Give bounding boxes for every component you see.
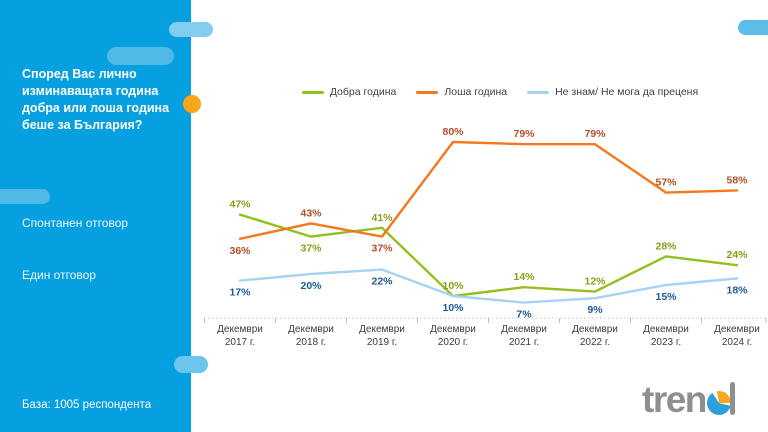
x-tick-label: 2021 г.: [509, 337, 539, 348]
x-tick-label: Декември: [501, 324, 547, 335]
legend-label: Добра година: [329, 86, 397, 98]
x-tick-label: Декември: [572, 324, 618, 335]
decor-pill-top-cross: [169, 22, 213, 37]
x-tick-label: Декември: [359, 324, 405, 335]
data-label: 36%: [229, 245, 251, 257]
line-chart: Декември 2017 г. Декември 2018 г. Декември 20…: [204, 126, 767, 348]
pie-chart-icon: [706, 391, 731, 415]
data-label: 79%: [513, 128, 535, 140]
data-label: 79%: [584, 128, 606, 140]
sidebar: Според Вас лично изминаващата година доб…: [0, 0, 191, 432]
data-label: 17%: [229, 287, 251, 299]
trend-logo-d-glyph: [706, 382, 736, 418]
data-label: 22%: [371, 276, 393, 288]
trend-logo-text: tren: [642, 379, 707, 420]
legend-item: Добра година: [301, 86, 397, 98]
answer-count-label: Един отговор: [22, 268, 96, 282]
decor-orange-dot: [183, 95, 201, 113]
x-tick-label: 2024 г.: [722, 337, 752, 348]
data-label: 7%: [516, 309, 532, 321]
trend-logo: tren: [642, 379, 736, 420]
data-label: 43%: [300, 207, 322, 219]
x-tick-label: 2019 г.: [367, 337, 397, 348]
x-tick-label: Декември: [288, 324, 334, 335]
data-label: 41%: [371, 212, 393, 224]
data-label: 14%: [513, 271, 535, 283]
legend-label: Лоша година: [444, 86, 508, 98]
legend-item: Не знам/ Не мога да преценя: [527, 86, 698, 98]
x-tick-label: 2022 г.: [580, 337, 610, 348]
data-label: 10%: [442, 302, 464, 314]
decor-pill-sidebar-top: [107, 47, 174, 65]
x-tick-label: 2020 г.: [438, 337, 468, 348]
decor-pill-top-right: [738, 20, 768, 35]
data-label: 12%: [584, 276, 606, 288]
x-tick-label: 2023 г.: [651, 337, 681, 348]
x-tick-label: Декември: [714, 324, 760, 335]
decor-pill-bottom-cross: [174, 356, 208, 373]
question-title: Според Вас лично изминаващата година доб…: [22, 67, 170, 132]
data-label: 9%: [587, 304, 603, 316]
trend-logo-d-stem: [729, 382, 735, 415]
legend-label: Не знам/ Не мога да преценя: [555, 86, 699, 98]
data-label: 18%: [726, 284, 748, 296]
data-label: 57%: [655, 177, 677, 189]
legend-swatch: [416, 90, 439, 94]
x-tick-label: Декември: [430, 324, 476, 335]
legend-swatch: [527, 90, 550, 94]
data-label: 28%: [655, 240, 677, 252]
x-tick-label: Декември: [217, 324, 263, 335]
data-label: 47%: [229, 199, 251, 211]
series-line: [238, 140, 739, 241]
series-line: [238, 268, 739, 304]
data-label: 24%: [726, 249, 748, 261]
x-tick-label: Декември: [643, 324, 689, 335]
base-label: База: 1005 респондента: [22, 399, 152, 411]
legend-item: Лоша година: [416, 86, 507, 98]
data-label: 58%: [726, 174, 748, 186]
data-label: 37%: [300, 243, 322, 255]
legend-swatch: [301, 90, 324, 94]
chart-legend: Добра година Лоша година Не знам/ Не мога …: [230, 84, 768, 100]
series-line: [238, 213, 739, 298]
x-tick-label: 2018 г.: [296, 337, 326, 348]
data-label: 15%: [655, 291, 677, 303]
x-tick-label: 2017 г.: [225, 337, 255, 348]
data-label: 80%: [442, 126, 464, 138]
data-label: 10%: [442, 280, 464, 292]
data-label: 20%: [300, 280, 322, 292]
answer-type-label: Спонтанен отговор: [22, 216, 129, 230]
decor-pill-left-edge: [0, 189, 50, 204]
data-label: 37%: [371, 243, 393, 255]
